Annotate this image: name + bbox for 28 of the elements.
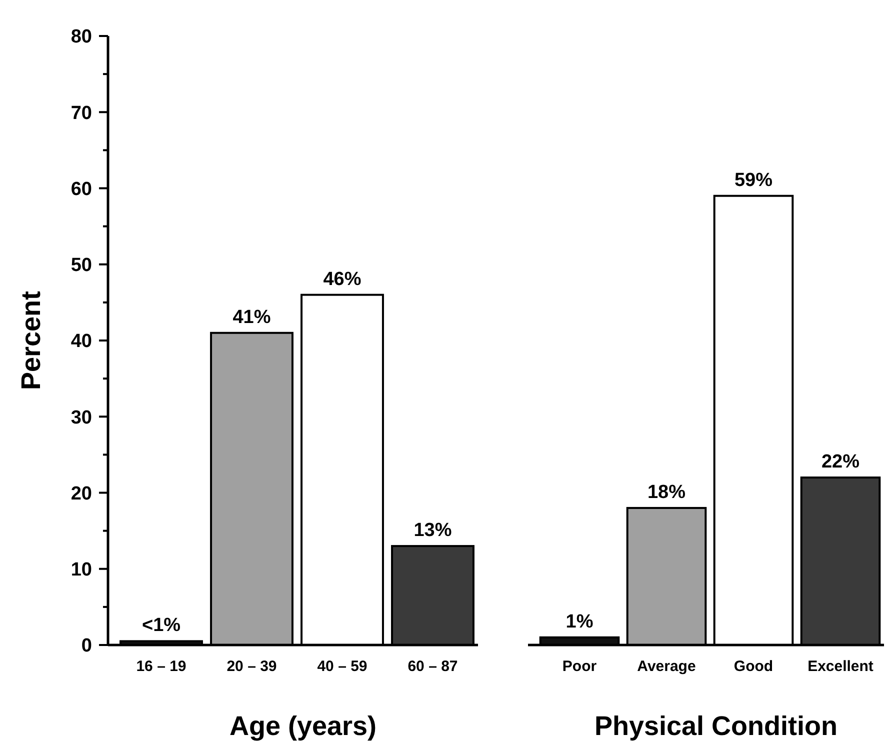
- y-tick-label: 0: [81, 636, 92, 657]
- y-tick-label: 10: [70, 560, 92, 581]
- x-tick-label: Average: [637, 658, 696, 675]
- y-axis-title: Percent: [16, 290, 46, 390]
- x-axis-title: Physical Condition: [594, 711, 838, 741]
- x-tick-label: Poor: [562, 658, 597, 675]
- y-tick-label: 40: [70, 331, 92, 352]
- x-tick-label: Good: [734, 658, 774, 675]
- y-tick-label: 30: [70, 407, 92, 428]
- y-tick-label: 80: [70, 26, 92, 48]
- x-axis-title: Age (years): [229, 711, 377, 741]
- data-label: 13%: [414, 520, 452, 542]
- data-label: 41%: [232, 306, 271, 328]
- data-label: <1%: [142, 615, 181, 636]
- x-tick-label: 16 – 19: [136, 658, 186, 675]
- data-label: 46%: [323, 268, 362, 290]
- y-tick-label: 50: [70, 255, 92, 276]
- y-tick-label: 20: [70, 483, 92, 504]
- y-tick-label: 60: [70, 178, 92, 200]
- x-tick-label: 40 – 59: [317, 658, 368, 675]
- y-tick-label: 70: [70, 102, 92, 124]
- x-tick-label: Excellent: [808, 658, 874, 675]
- x-tick-label: 20 – 39: [226, 658, 277, 675]
- data-label: 18%: [647, 482, 686, 503]
- data-label: 59%: [734, 170, 773, 191]
- data-label: 1%: [566, 611, 594, 632]
- data-label: 22%: [821, 452, 860, 473]
- x-tick-label: 60 – 87: [408, 658, 458, 675]
